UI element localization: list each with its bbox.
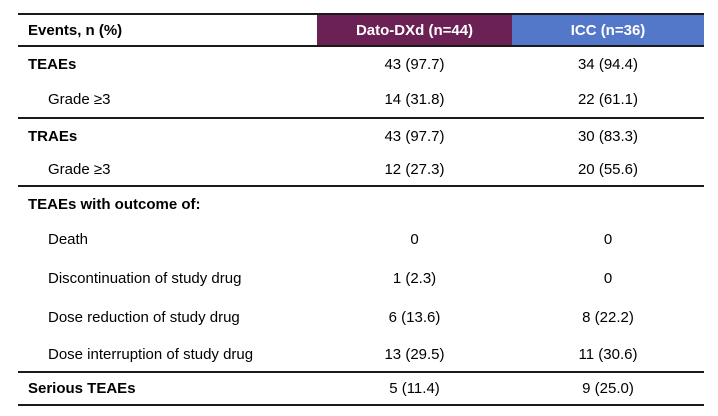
header-row: Events, n (%) Dato-DXd (n=44) ICC (n=36)	[18, 13, 704, 47]
row-label-cell: Death	[48, 231, 89, 248]
table-row-traes-grade3: Grade ≥3 12 (27.3) 20 (55.6)	[18, 153, 704, 187]
row-label-cell: Dose interruption of study drug	[18, 337, 317, 373]
dato-dxd-column-header: Dato-DXd (n=44)	[317, 13, 512, 47]
icc-value-cell: 20 (55.6)	[512, 153, 704, 187]
dato-value-cell: 1 (2.3)	[392, 269, 437, 287]
table-row-dose-reduction: Dose reduction of study drug 6 (13.6) 8 …	[18, 298, 704, 337]
dato-value-cell: 6 (13.6)	[388, 309, 441, 326]
row-label-cell: TRAEs	[28, 127, 78, 145]
row-label-cell: Grade ≥3	[18, 153, 317, 187]
table-row-serious-teaes: Serious TEAEs 5 (11.4) 9 (25.0)	[18, 372, 704, 406]
row-label-cell: TEAEs with outcome of:	[28, 195, 201, 213]
table-row-teaes-grade3: Grade ≥3 14 (31.8) 22 (61.1)	[18, 81, 704, 119]
icc-value-cell: 9 (25.0)	[512, 372, 704, 406]
table-row-discontinuation: Discontinuation of study drug 1 (2.3) 0	[18, 258, 704, 298]
table-row-teaes-outcome-header: TEAEs with outcome of:	[18, 186, 704, 221]
row-label-cell: Grade ≥3	[18, 81, 317, 119]
dato-value-cell: 43 (97.7)	[384, 55, 445, 73]
events-column-header: Events, n (%)	[18, 13, 317, 47]
table-row-death: Death 0 0	[18, 221, 704, 258]
icc-value-cell: 11 (30.6)	[512, 337, 704, 373]
table-body: TEAEs 43 (97.7) 34 (94.4) Grade ≥3 14 (3…	[18, 46, 704, 406]
dato-value-cell: 13 (29.5)	[317, 337, 512, 373]
icc-value-cell: 30 (83.3)	[577, 127, 639, 145]
row-label-cell: TEAEs	[28, 55, 77, 73]
table-row-traes: TRAEs 43 (97.7) 30 (83.3)	[18, 118, 704, 153]
dato-value-cell: 43 (97.7)	[384, 127, 445, 145]
row-label-cell: Dose reduction of study drug	[48, 309, 240, 326]
table-row-dose-interruption: Dose interruption of study drug 13 (29.5…	[18, 337, 704, 373]
dato-value-cell: 0	[410, 231, 419, 248]
table-row-teaes: TEAEs 43 (97.7) 34 (94.4)	[18, 46, 704, 81]
row-label-cell: Serious TEAEs	[18, 372, 317, 406]
icc-value-cell: 0	[603, 269, 613, 287]
icc-value-cell: 8 (22.2)	[582, 309, 634, 326]
icc-value-cell: 22 (61.1)	[512, 81, 704, 119]
icc-value-cell: 34 (94.4)	[577, 55, 639, 73]
dato-value-cell: 5 (11.4)	[317, 372, 512, 406]
table-header: Events, n (%) Dato-DXd (n=44) ICC (n=36)	[18, 13, 704, 47]
icc-value-cell	[512, 186, 704, 221]
dato-value-cell: 14 (31.8)	[317, 81, 512, 119]
dato-value-cell	[317, 186, 512, 221]
icc-value-cell: 0	[603, 231, 613, 248]
icc-column-header: ICC (n=36)	[512, 13, 704, 47]
dato-value-cell: 12 (27.3)	[317, 153, 512, 187]
adverse-events-table: Events, n (%) Dato-DXd (n=44) ICC (n=36)…	[18, 13, 704, 406]
row-label-cell: Discontinuation of study drug	[48, 269, 242, 287]
